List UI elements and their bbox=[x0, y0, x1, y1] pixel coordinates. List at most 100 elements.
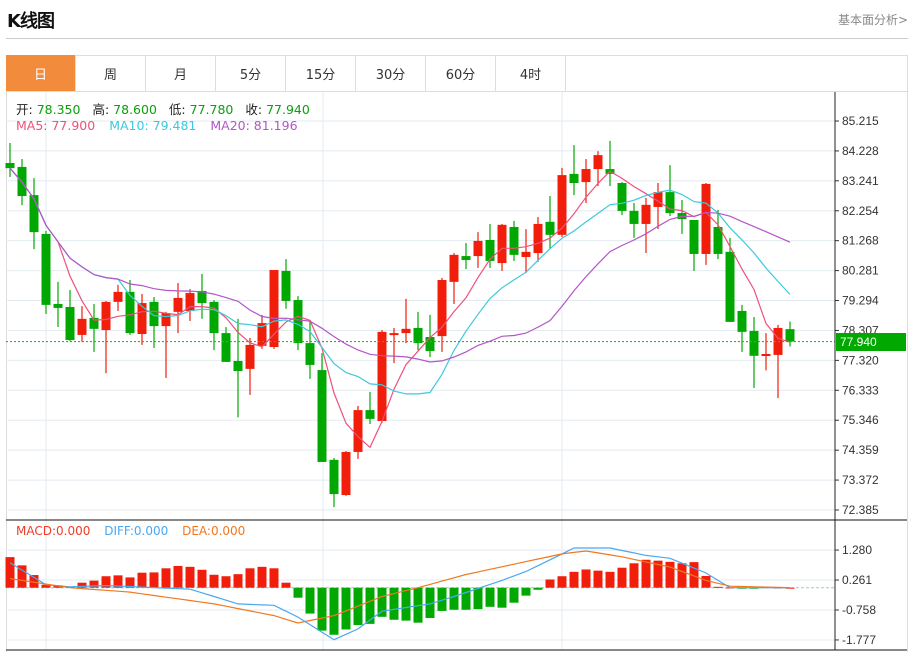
tab-4hour[interactable]: 4时 bbox=[496, 55, 566, 92]
macd-bar bbox=[545, 579, 555, 588]
ma10-legend: MA10: 79.481 bbox=[109, 118, 197, 133]
macd-bar bbox=[161, 568, 171, 588]
macd-bar bbox=[461, 587, 471, 610]
macd-bar bbox=[365, 587, 375, 624]
chart-panel bbox=[6, 55, 908, 652]
macd-bar bbox=[389, 587, 399, 620]
open-label: 开: bbox=[16, 102, 33, 117]
macd-tick-label: 0.261 bbox=[842, 573, 872, 587]
candle-body bbox=[653, 192, 663, 207]
macd-value: MACD:0.000 bbox=[16, 524, 91, 538]
candle-body bbox=[617, 183, 627, 211]
macd-bar bbox=[593, 570, 603, 588]
macd-bar bbox=[185, 566, 195, 588]
macd-tick-label: 1.280 bbox=[842, 543, 872, 557]
macd-bar bbox=[149, 572, 159, 588]
macd-bar bbox=[41, 584, 51, 588]
low-label: 低: bbox=[168, 102, 186, 117]
candle-body bbox=[785, 329, 795, 342]
macd-bar bbox=[665, 561, 675, 588]
price-tick-label: 75.346 bbox=[842, 413, 879, 427]
ma5-line bbox=[9, 167, 791, 449]
macd-bar bbox=[629, 563, 639, 588]
macd-bar bbox=[401, 587, 411, 621]
macd-bar bbox=[5, 557, 15, 588]
price-tick-label: 81.268 bbox=[842, 234, 879, 248]
tab-month[interactable]: 月 bbox=[146, 55, 216, 92]
price-tick-label: 85.215 bbox=[842, 114, 879, 128]
ma20-legend: MA20: 81.196 bbox=[210, 118, 298, 133]
price-tick-label: 76.333 bbox=[842, 383, 879, 397]
candle-body bbox=[65, 307, 75, 341]
candle-body bbox=[257, 323, 267, 346]
candle-body bbox=[437, 280, 447, 337]
candle-body bbox=[377, 331, 387, 422]
candle-body bbox=[461, 256, 471, 261]
candle-body bbox=[305, 343, 315, 365]
price-tick-label: 74.359 bbox=[842, 443, 879, 457]
candle-body bbox=[161, 313, 171, 327]
candle-body bbox=[569, 173, 579, 184]
candle-body bbox=[245, 344, 255, 369]
candle-body bbox=[113, 291, 123, 302]
macd-bar bbox=[173, 565, 183, 588]
macd-bar bbox=[533, 587, 543, 590]
high-value: 78.600 bbox=[113, 102, 157, 117]
macd-bar bbox=[257, 566, 267, 588]
candle-body bbox=[341, 451, 351, 495]
tab-30min[interactable]: 30分 bbox=[356, 55, 426, 92]
tab-60min[interactable]: 60分 bbox=[426, 55, 496, 92]
current-price-tag: 77.940 bbox=[836, 333, 906, 351]
price-tick-label: 80.281 bbox=[842, 264, 879, 278]
tab-15min[interactable]: 15分 bbox=[286, 55, 356, 92]
macd-bar bbox=[245, 568, 255, 588]
price-tick-label: 77.320 bbox=[842, 353, 879, 367]
macd-bar bbox=[509, 587, 519, 603]
tabs-divider bbox=[566, 91, 907, 92]
macd-bar bbox=[209, 574, 219, 588]
candle-body bbox=[353, 410, 363, 452]
tab-week[interactable]: 周 bbox=[76, 55, 146, 92]
period-tabs: 日 周 月 5分 15分 30分 60分 4时 bbox=[6, 55, 566, 92]
candle-body bbox=[317, 370, 327, 462]
fundamental-analysis-link[interactable]: 基本面分析> bbox=[837, 13, 908, 27]
macd-bar bbox=[713, 586, 723, 588]
candle-body bbox=[485, 240, 495, 261]
macd-bar bbox=[701, 575, 711, 588]
candle-body bbox=[101, 301, 111, 331]
candle-body bbox=[5, 162, 15, 169]
macd-tick-label: -1.777 bbox=[842, 633, 876, 647]
candle-body bbox=[197, 290, 207, 304]
page-title: K线图 bbox=[7, 11, 55, 32]
dea-value: DEA:0.000 bbox=[182, 524, 246, 538]
candle-body bbox=[665, 192, 675, 214]
candle-body bbox=[473, 240, 483, 257]
macd-bar bbox=[113, 575, 123, 588]
candle-body bbox=[629, 210, 639, 224]
ma5-legend: MA5: 77.900 bbox=[16, 118, 96, 133]
low-value: 77.780 bbox=[189, 102, 234, 117]
macd-bar bbox=[281, 582, 291, 588]
candle-body bbox=[173, 297, 183, 312]
ohlc-legend: 开: 78.350 高: 78.600 低: 77.780 收: 77.940 bbox=[16, 99, 318, 118]
macd-bar bbox=[341, 587, 351, 630]
high-label: 高: bbox=[92, 102, 110, 117]
macd-bar bbox=[485, 587, 495, 607]
candle-body bbox=[221, 333, 231, 362]
tab-5min[interactable]: 5分 bbox=[216, 55, 286, 92]
ma10-line bbox=[9, 167, 791, 395]
candle-body bbox=[749, 330, 759, 356]
macd-bar bbox=[233, 574, 243, 588]
candle-body bbox=[521, 251, 531, 257]
tab-day[interactable]: 日 bbox=[6, 55, 76, 92]
ma-legend: MA5: 77.900 MA10: 79.481 MA20: 81.196 bbox=[16, 118, 302, 133]
candle-body bbox=[593, 155, 603, 170]
macd-bar bbox=[437, 587, 447, 611]
macd-bar bbox=[329, 587, 339, 635]
candle-body bbox=[641, 204, 651, 224]
price-tick-label: 72.385 bbox=[842, 503, 879, 517]
candle-body bbox=[89, 317, 99, 329]
dea-line bbox=[9, 550, 791, 624]
macd-bar bbox=[449, 587, 459, 610]
